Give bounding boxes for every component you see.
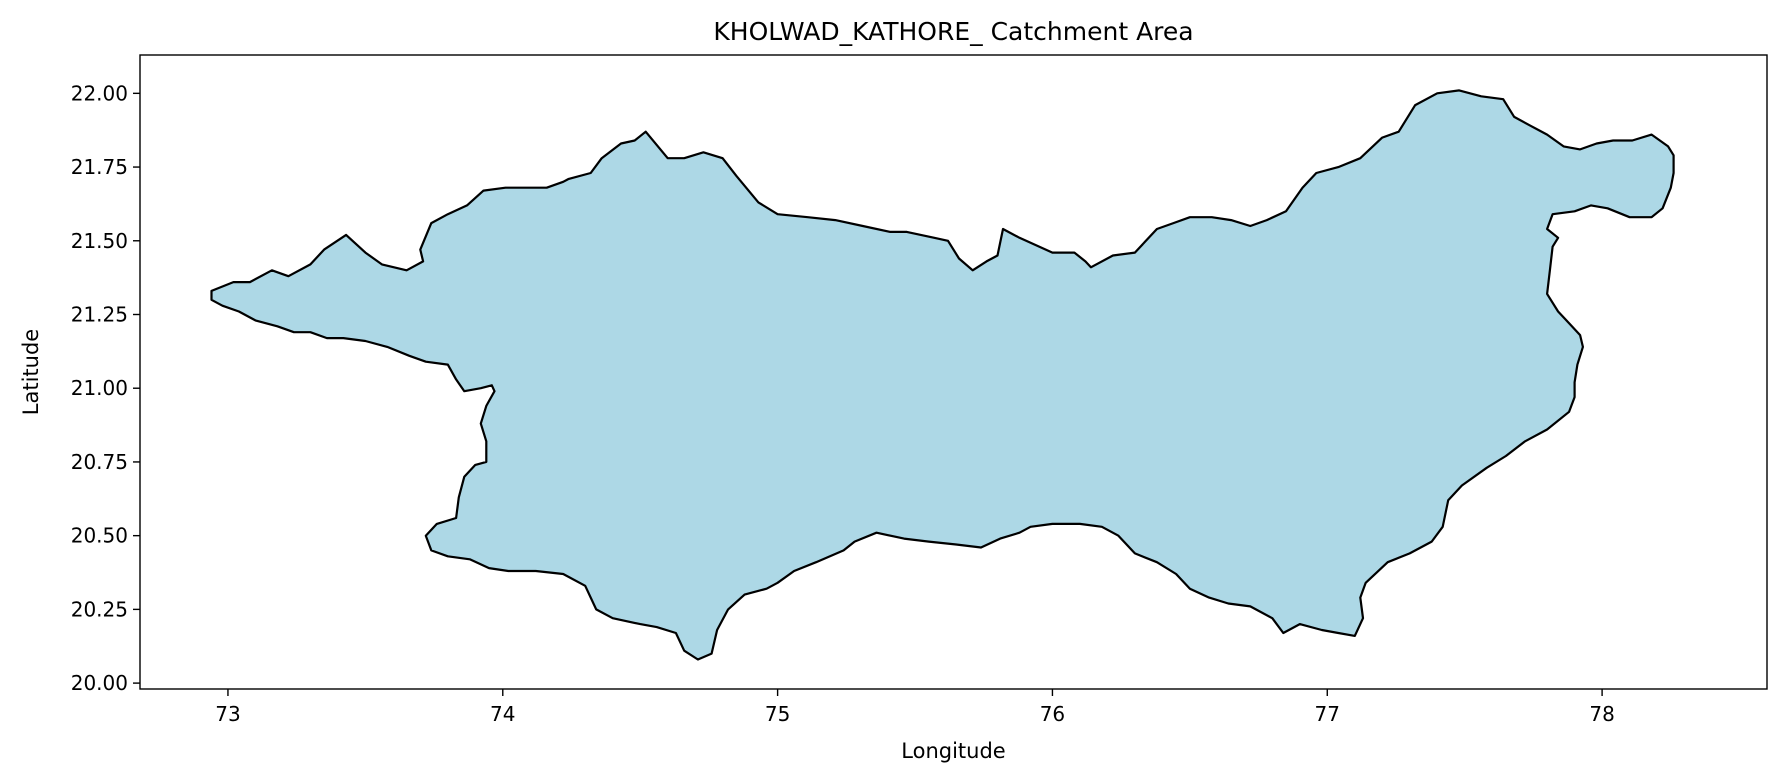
- x-axis-label: Longitude: [901, 739, 1005, 763]
- x-axis: 73 74 75 76 77 78: [215, 689, 1615, 726]
- y-tick-label: 20.50: [71, 524, 128, 548]
- y-tick-label: 20.75: [71, 450, 128, 474]
- y-tick-label: 21.50: [71, 229, 128, 253]
- y-tick-label: 21.00: [71, 376, 128, 400]
- y-axis: 20.00 20.25 20.50 20.75 21.00 21.25 21.50 21.75…: [71, 81, 140, 695]
- y-tick-label: 20.25: [71, 597, 128, 621]
- plot-frame: [139, 54, 1768, 690]
- x-tick-label: 73: [215, 702, 240, 726]
- x-tick-label: 74: [490, 702, 515, 726]
- map-title: KHOLWAD_KATHORE_ Catchment Area: [713, 17, 1193, 46]
- x-tick-label: 78: [1589, 702, 1614, 726]
- x-tick-label: 76: [1040, 702, 1065, 726]
- x-tick-label: 77: [1315, 702, 1340, 726]
- y-tick-label: 22.00: [71, 81, 128, 105]
- y-axis-label: Latitude: [19, 329, 43, 415]
- y-tick-label: 20.00: [71, 671, 128, 695]
- catchment-area-polygon: [210, 89, 1675, 661]
- y-tick-label: 21.75: [71, 155, 128, 179]
- x-tick-label: 75: [765, 702, 790, 726]
- y-tick-label: 21.25: [71, 302, 128, 326]
